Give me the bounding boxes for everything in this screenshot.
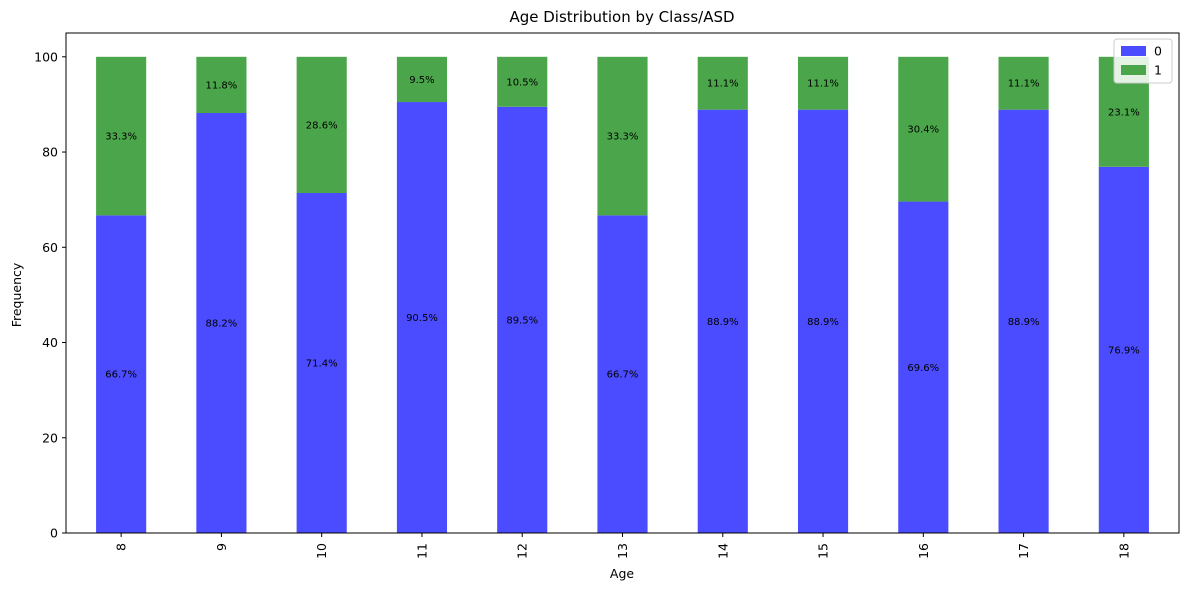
legend: 01 bbox=[1113, 38, 1173, 84]
x-tick-label: 15 bbox=[816, 543, 831, 559]
x-tick-label: 14 bbox=[715, 543, 730, 559]
data-label: 90.5% bbox=[406, 313, 438, 324]
bar-series-0 bbox=[697, 109, 748, 534]
legend-box bbox=[1113, 38, 1173, 84]
bar-series-0 bbox=[797, 109, 849, 534]
bar-series-1 bbox=[196, 56, 247, 113]
data-label: 33.3% bbox=[607, 132, 639, 143]
bar-series-1 bbox=[497, 56, 548, 107]
data-label: 88.9% bbox=[707, 317, 739, 328]
data-label: 76.9% bbox=[1108, 345, 1140, 356]
bar-series-1 bbox=[296, 56, 347, 193]
legend-swatch-1 bbox=[1121, 65, 1146, 75]
bar-series-0 bbox=[396, 102, 448, 534]
data-label: 11.8% bbox=[206, 80, 238, 91]
bar-series-1 bbox=[96, 56, 147, 216]
x-tick-label: 16 bbox=[916, 543, 931, 559]
plot-frame bbox=[65, 32, 1180, 534]
bar-series-0 bbox=[497, 106, 548, 534]
data-label: 66.7% bbox=[105, 370, 137, 381]
y-tick-label: 100 bbox=[34, 49, 58, 64]
data-label: 30.4% bbox=[907, 125, 939, 136]
bar-series-0 bbox=[196, 113, 247, 533]
data-label: 71.4% bbox=[306, 359, 338, 370]
data-label: 88.9% bbox=[807, 317, 839, 328]
legend-label-1: 1 bbox=[1154, 63, 1162, 78]
data-label: 23.1% bbox=[1108, 107, 1140, 118]
x-tick-label: 8 bbox=[114, 543, 129, 551]
bar-series-1 bbox=[797, 56, 849, 110]
chart-title: Age Distribution by Class/ASD bbox=[509, 8, 734, 26]
plot-area: 0 20 40 60 80 100 66.7% 33.3% 8 88.2% 11.8% 9 71.4% 2… bbox=[34, 49, 1149, 559]
bar-series-1 bbox=[597, 56, 648, 216]
bar-series-0 bbox=[898, 201, 949, 534]
data-label: 88.2% bbox=[206, 319, 238, 330]
x-tick-label: 10 bbox=[314, 543, 329, 559]
x-axis-label: Age bbox=[610, 566, 634, 581]
bar-series-0 bbox=[96, 215, 147, 533]
bar-series-0 bbox=[296, 193, 347, 533]
x-tick-label: 11 bbox=[414, 543, 429, 559]
bar-series-1 bbox=[697, 56, 748, 110]
bar-series-0 bbox=[597, 215, 648, 533]
x-tick-label: 12 bbox=[515, 543, 530, 559]
data-label: 28.6% bbox=[306, 120, 338, 131]
legend-label-0: 0 bbox=[1154, 44, 1162, 59]
data-label: 9.5% bbox=[409, 75, 434, 86]
data-label: 11.1% bbox=[807, 79, 839, 90]
x-tick-label: 18 bbox=[1116, 543, 1131, 559]
x-tick-label: 13 bbox=[615, 543, 630, 559]
y-axis-label: Frequency bbox=[9, 262, 24, 327]
legend-swatch-0 bbox=[1121, 46, 1146, 56]
data-label: 11.1% bbox=[1008, 79, 1040, 90]
bar-series-1 bbox=[898, 56, 949, 202]
bar-series-0 bbox=[1098, 166, 1149, 534]
y-tick-label: 0 bbox=[50, 526, 58, 541]
x-tick-label: 9 bbox=[214, 543, 229, 551]
y-tick-label: 60 bbox=[42, 240, 58, 255]
data-label: 10.5% bbox=[506, 77, 538, 88]
y-tick-label: 40 bbox=[42, 335, 58, 350]
data-label: 11.1% bbox=[707, 79, 739, 90]
bar-series-1 bbox=[998, 56, 1049, 110]
y-tick-label: 80 bbox=[42, 145, 58, 160]
bar-series-0 bbox=[998, 109, 1049, 534]
bar-series-1 bbox=[396, 56, 448, 103]
y-tick-label: 20 bbox=[42, 430, 58, 445]
data-label: 89.5% bbox=[506, 315, 538, 326]
data-label: 88.9% bbox=[1008, 317, 1040, 328]
data-label: 33.3% bbox=[105, 132, 137, 143]
data-label: 69.6% bbox=[907, 363, 939, 374]
data-label: 66.7% bbox=[607, 370, 639, 381]
x-tick-label: 17 bbox=[1016, 543, 1031, 559]
